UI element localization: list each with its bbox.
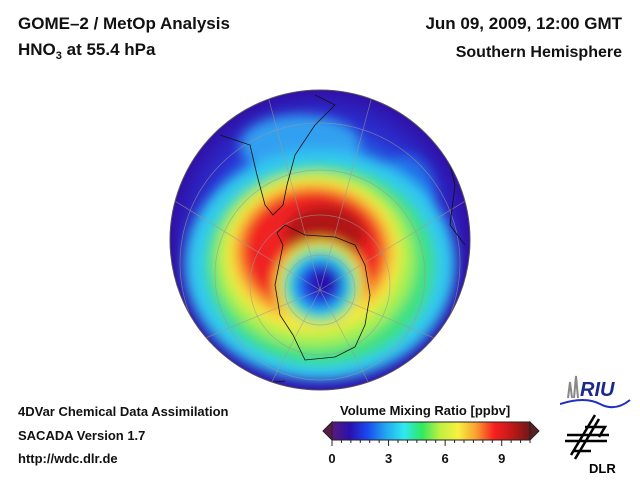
colorbar-gradient xyxy=(331,421,531,441)
colorbar: 0 3 6 9 xyxy=(322,420,540,466)
riu-label: RIU xyxy=(580,379,615,401)
species-subscript: 3 xyxy=(55,50,62,62)
footer-url[interactable]: http://wdc.dlr.de xyxy=(18,451,118,466)
south-america-coast xyxy=(219,94,336,216)
logo-area: RIU DLR xyxy=(560,375,631,476)
dlr-label: DLR xyxy=(589,461,616,476)
colorbar-ticks: 0 3 6 9 xyxy=(328,440,531,466)
polar-map xyxy=(169,89,471,391)
species-label: HNO3 at 55.4 hPa xyxy=(18,40,156,62)
colorbar-tick-label: 6 xyxy=(442,451,449,466)
colorbar-title: Volume Mixing Ratio [ppbv] xyxy=(340,403,511,418)
colorbar-tick-label: 0 xyxy=(328,451,335,466)
cathedral-icon xyxy=(567,375,579,399)
colorbar-tick-label: 3 xyxy=(385,451,392,466)
hno3-field xyxy=(185,115,455,380)
footer-assimilation: 4DVar Chemical Data Assimilation xyxy=(18,404,229,419)
species-suffix: at 55.4 hPa xyxy=(61,40,156,59)
antarctica-coast xyxy=(274,224,371,361)
colorbar-min-arrow xyxy=(322,420,333,442)
footer-version: SACADA Version 1.7 xyxy=(18,428,146,443)
dlr-logo: DLR xyxy=(565,414,616,476)
riu-logo: RIU xyxy=(560,375,631,409)
product-title: GOME–2 / MetOp Analysis xyxy=(18,14,230,33)
species-prefix: HNO xyxy=(18,40,56,59)
colorbar-tick-label: 9 xyxy=(498,451,505,466)
region-label: Southern Hemisphere xyxy=(455,44,622,61)
colorbar-max-arrow xyxy=(529,420,540,442)
datetime-label: Jun 09, 2009, 12:00 GMT xyxy=(425,14,622,33)
dlr-emblem-icon xyxy=(565,414,609,460)
globe-outline xyxy=(169,89,471,391)
river-wave-icon xyxy=(560,399,631,409)
